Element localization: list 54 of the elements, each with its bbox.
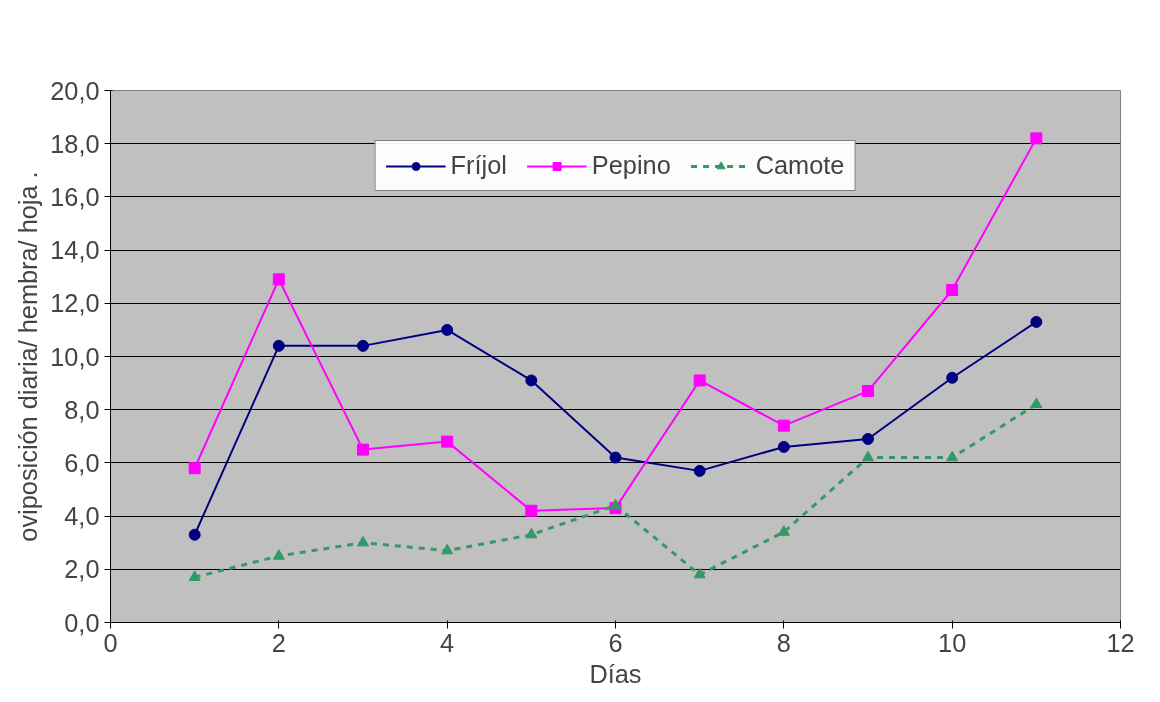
point xyxy=(693,464,706,477)
point xyxy=(525,504,538,517)
legend-label: Fríjol xyxy=(450,151,507,180)
point xyxy=(862,385,874,398)
point xyxy=(272,339,285,352)
y-tick-label: 18,0 xyxy=(50,129,100,158)
point xyxy=(693,374,706,387)
point xyxy=(357,443,369,456)
y-tick-label: 2,0 xyxy=(64,555,100,584)
point xyxy=(609,498,622,510)
y-tick-label: 10,0 xyxy=(50,342,100,371)
point xyxy=(946,450,959,462)
point xyxy=(1030,397,1043,409)
point xyxy=(441,435,454,448)
point xyxy=(1030,315,1043,328)
y-tick-label: 16,0 xyxy=(50,182,100,211)
point xyxy=(525,527,538,539)
x-tick-label: 10 xyxy=(938,628,967,657)
x-tick-label: 2 xyxy=(271,628,286,657)
point xyxy=(188,462,201,475)
y-axis-title: oviposición diaria/ hembra/ hoja . xyxy=(14,171,43,542)
x-axis-title: Días xyxy=(589,659,642,688)
point xyxy=(946,284,959,296)
point xyxy=(272,273,285,286)
y-tick-label: 0,0 xyxy=(64,608,100,637)
point xyxy=(441,543,454,555)
legend-label: Camote xyxy=(755,151,845,180)
x-tick-label: 8 xyxy=(776,628,791,657)
point xyxy=(1030,132,1043,145)
x-tick-label: 12 xyxy=(1106,628,1135,657)
point xyxy=(693,567,706,579)
point xyxy=(441,323,454,336)
y-tick-label: 20,0 xyxy=(50,76,100,105)
point xyxy=(188,528,201,541)
point xyxy=(862,450,874,462)
y-tick-label: 6,0 xyxy=(64,448,100,477)
point xyxy=(357,535,369,547)
point xyxy=(609,451,622,464)
point xyxy=(272,549,285,560)
y-tick-label: 14,0 xyxy=(50,236,100,265)
x-tick-label: 0 xyxy=(103,628,118,657)
y-tick-label: 12,0 xyxy=(50,289,100,318)
x-tick-label: 6 xyxy=(608,628,623,657)
point xyxy=(862,432,874,445)
x-tick-label: 4 xyxy=(440,628,455,657)
legend-label: Pepino xyxy=(591,151,671,180)
point xyxy=(357,339,369,352)
y-tick-label: 4,0 xyxy=(64,502,100,531)
point xyxy=(777,440,790,453)
point xyxy=(188,570,201,581)
point xyxy=(946,371,959,384)
point xyxy=(777,419,790,432)
point xyxy=(525,374,538,387)
y-tick-label: 8,0 xyxy=(64,395,100,424)
